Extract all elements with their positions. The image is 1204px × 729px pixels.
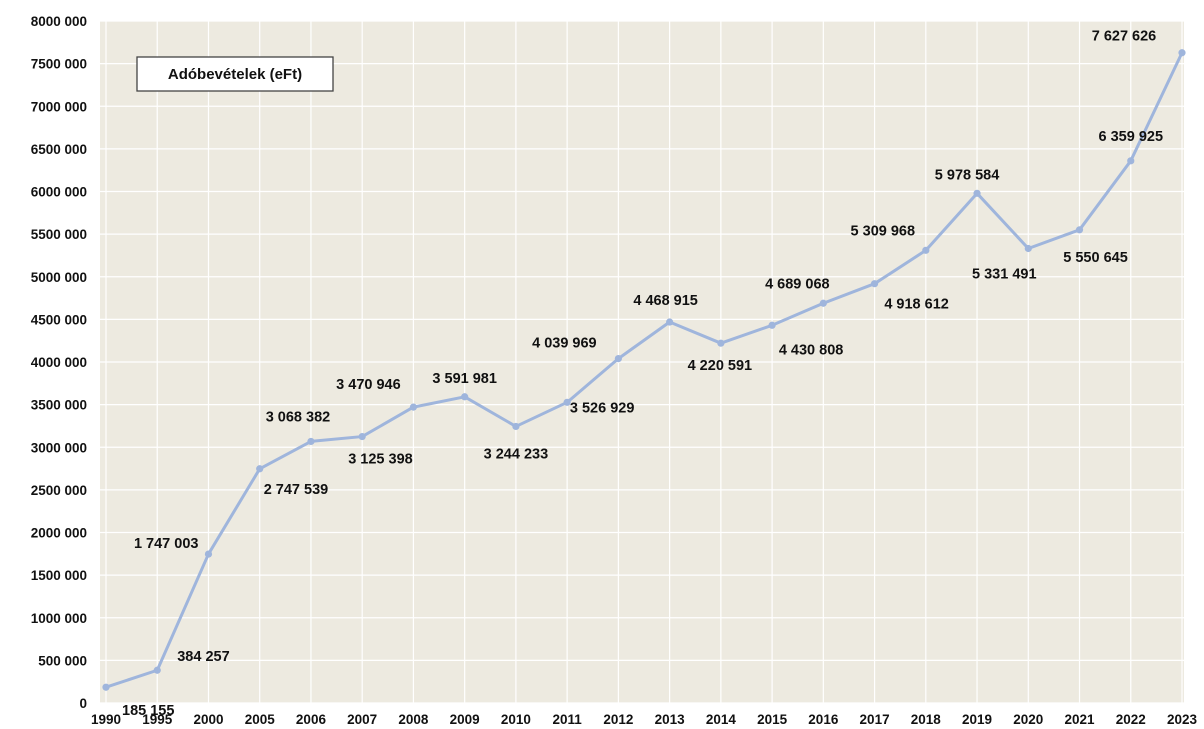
x-tick-label: 2008 [398, 712, 429, 727]
data-points [102, 49, 1186, 691]
y-axis-ticks: 0 500 000 1000 000 1500 000 2000 000 2500 000… [31, 14, 87, 711]
data-point [1075, 226, 1084, 234]
data-point [768, 321, 776, 329]
data-point [461, 393, 469, 401]
data-label: 4 468 915 [633, 293, 698, 309]
y-tick-label: 0 [79, 696, 87, 711]
y-tick-label: 2500 000 [31, 483, 87, 498]
data-point [563, 398, 571, 406]
data-point [870, 280, 879, 288]
data-point [1024, 244, 1032, 253]
data-point [666, 318, 674, 326]
y-tick-label: 500 000 [38, 653, 87, 668]
chart-title-box: Adóbevételek (eFt) [136, 56, 334, 92]
data-label: 4 430 808 [779, 342, 844, 358]
data-point [819, 299, 827, 307]
data-point [614, 354, 622, 363]
gridlines [100, 20, 1184, 704]
x-tick-label: 2012 [603, 712, 633, 727]
data-label: 384 257 [177, 649, 229, 665]
y-tick-label: 1500 000 [31, 568, 87, 583]
data-label: 3 591 981 [432, 371, 497, 387]
y-tick-label: 6000 000 [31, 185, 87, 200]
x-tick-label: 2018 [911, 712, 942, 727]
data-label: 5 978 584 [935, 167, 1000, 183]
x-tick-label: 2007 [347, 712, 377, 727]
x-tick-label: 2019 [962, 712, 992, 727]
data-label: 3 244 233 [484, 446, 549, 462]
x-tick-label: 1995 [142, 712, 173, 727]
y-tick-label: 4000 000 [31, 355, 87, 370]
data-labels: 185 155 384 257 1 747 003 2 747 539 3 068 38… [122, 29, 1163, 719]
y-tick-label: 7500 000 [31, 57, 87, 72]
data-label: 4 220 591 [688, 358, 753, 374]
x-tick-label: 2014 [706, 712, 737, 727]
data-point [1127, 157, 1135, 165]
data-label: 5 309 968 [851, 223, 916, 239]
data-label: 7 627 626 [1092, 29, 1157, 45]
y-tick-label: 1000 000 [31, 611, 87, 626]
y-tick-label: 5000 000 [31, 270, 87, 285]
x-tick-label: 2011 [552, 712, 582, 727]
data-label: 3 470 946 [336, 377, 401, 393]
y-tick-label: 5500 000 [31, 227, 87, 242]
data-point [973, 189, 981, 197]
data-point [922, 246, 930, 254]
x-tick-label: 2020 [1013, 712, 1043, 727]
data-label: 3 526 929 [570, 400, 635, 416]
x-tick-label: 2013 [655, 712, 686, 727]
data-point [204, 550, 213, 558]
x-tick-label: 2017 [860, 712, 890, 727]
data-label: 1 747 003 [134, 536, 199, 552]
x-tick-label: 2000 [193, 712, 223, 727]
y-tick-label: 6500 000 [31, 142, 87, 157]
data-point [717, 339, 725, 347]
data-point [153, 666, 161, 674]
data-point [102, 683, 110, 691]
data-label: 185 155 [122, 703, 174, 719]
x-tick-label: 2016 [808, 712, 839, 727]
data-point [358, 432, 366, 441]
data-point [1178, 49, 1186, 57]
y-tick-label: 7000 000 [31, 99, 87, 114]
series-line [105, 52, 1184, 689]
y-tick-label: 4500 000 [31, 312, 87, 327]
x-tick-label: 2021 [1065, 712, 1096, 727]
data-label: 5 550 645 [1063, 250, 1128, 266]
data-label: 6 359 925 [1099, 129, 1164, 145]
x-tick-label: 2015 [757, 712, 788, 727]
x-axis-ticks: 1990 1995 2000 2005 2006 2007 2008 2009 2010 2011… [91, 712, 1198, 727]
chart-title: Adóbevételek (eFt) [168, 66, 302, 83]
y-tick-label: 8000 000 [31, 14, 87, 29]
y-tick-label: 2000 000 [31, 526, 87, 541]
data-label: 4 039 969 [532, 336, 597, 352]
data-label: 5 331 491 [972, 266, 1037, 282]
data-label: 3 125 398 [348, 452, 413, 468]
x-tick-label: 2022 [1116, 712, 1146, 727]
x-tick-label: 1990 [91, 712, 121, 727]
data-point [256, 465, 264, 473]
data-label: 2 747 539 [264, 482, 329, 498]
x-tick-label: 2009 [450, 712, 480, 727]
x-tick-label: 2023 [1167, 712, 1198, 727]
y-tick-label: 3000 000 [31, 440, 87, 455]
data-point [307, 437, 315, 446]
data-label: 4 689 068 [765, 276, 830, 292]
x-tick-label: 2010 [501, 712, 531, 727]
x-tick-label: 2006 [296, 712, 327, 727]
y-tick-label: 3500 000 [31, 398, 87, 413]
data-point [512, 422, 520, 431]
x-tick-label: 2005 [245, 712, 276, 727]
data-label: 3 068 382 [266, 409, 331, 425]
data-point [409, 403, 418, 411]
data-label: 4 918 612 [884, 297, 949, 313]
